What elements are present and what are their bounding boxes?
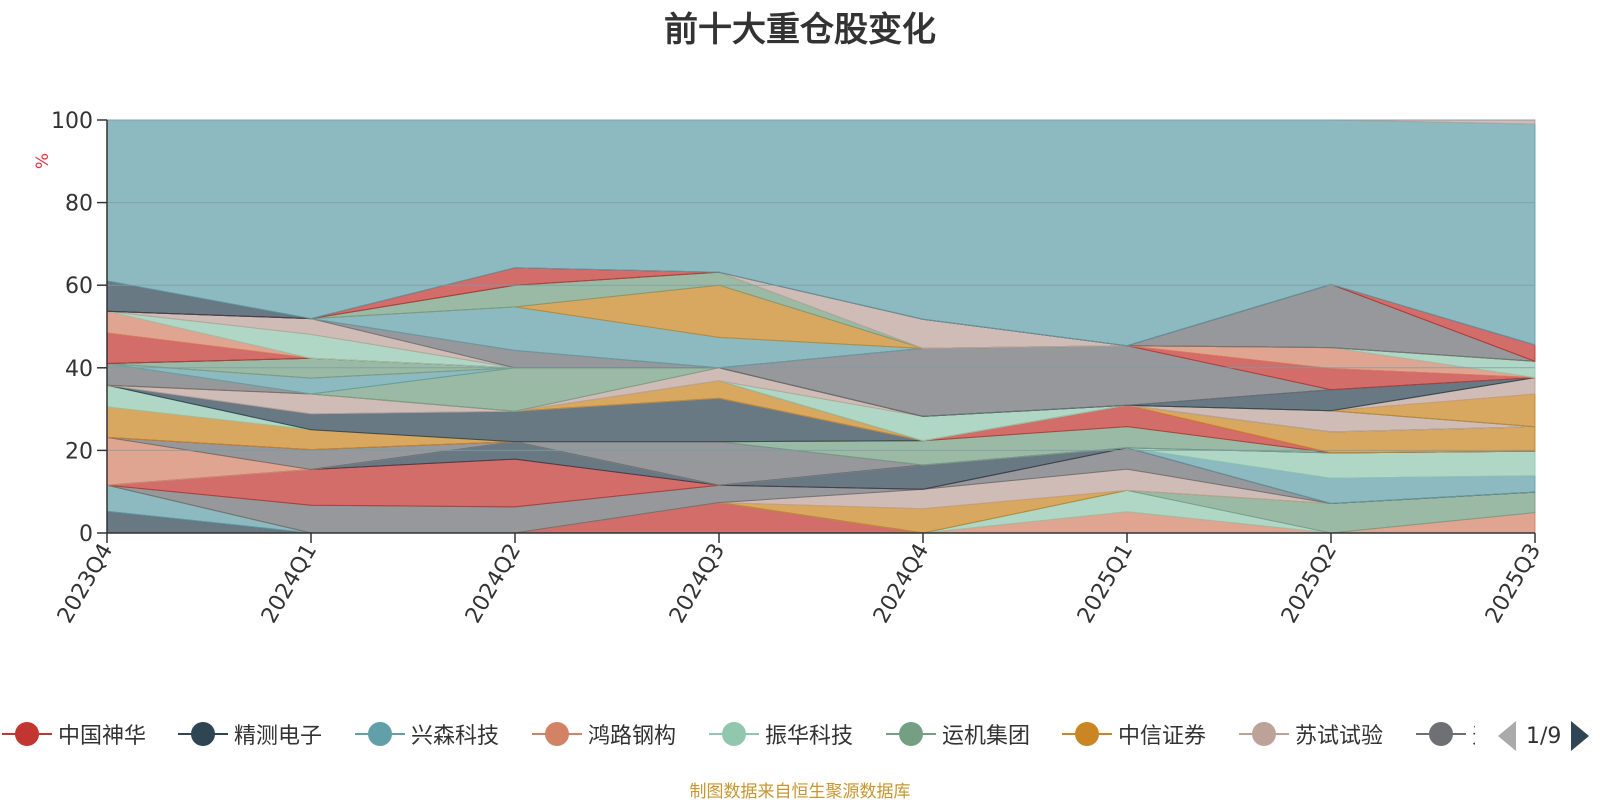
- y-tick-label-0: 0: [79, 522, 93, 547]
- legend-item-6[interactable]: 中信证券: [1062, 716, 1206, 752]
- legend-item-3[interactable]: 鸿路钢构: [532, 716, 676, 752]
- legend-label: 运机集团: [942, 724, 1031, 749]
- legend-label: 苏试试验: [1295, 724, 1384, 749]
- y-tick-label-20: 20: [65, 439, 93, 464]
- legend-item-5[interactable]: 运机集团: [886, 716, 1030, 752]
- legend-label: 鸿路钢构: [588, 724, 677, 749]
- legend-marker-icon: [2, 716, 52, 752]
- legend-label: 天: [1472, 718, 1475, 750]
- y-tick-label-60: 60: [65, 274, 93, 299]
- y-tick-label-100: 100: [51, 109, 93, 134]
- x-tick-label-2025Q2: 2025Q2: [1277, 540, 1342, 628]
- legend-next-page-icon[interactable]: [1571, 721, 1590, 751]
- grid-lines: [107, 119, 1535, 451]
- legend: 中国神华 精测电子 兴森科技 鸿路钢构 振华科技 运机集团 中信证券 苏试试验 天: [0, 716, 1600, 756]
- legend-page-indicator: 1/9: [1526, 723, 1562, 749]
- x-tick-label-2024Q3: 2024Q3: [665, 540, 730, 628]
- legend-marker-icon: [1416, 716, 1466, 752]
- legend-pager: 1/9: [1498, 718, 1590, 754]
- x-tick-label-2023Q4: 2023Q4: [53, 540, 118, 628]
- legend-item-4[interactable]: 振华科技: [709, 716, 853, 752]
- data-source-note: 制图数据来自恒生聚源数据库: [689, 782, 911, 802]
- x-tick-label-2024Q1: 2024Q1: [257, 540, 322, 628]
- legend-label: 振华科技: [765, 724, 854, 749]
- legend-marker-icon: [1062, 716, 1112, 752]
- x-tick-label-2025Q3: 2025Q3: [1481, 540, 1546, 628]
- y-tick-label-40: 40: [65, 357, 93, 382]
- legend-prev-page-icon[interactable]: [1498, 721, 1516, 751]
- x-tick-label-2024Q2: 2024Q2: [461, 540, 526, 628]
- legend-marker-icon: [532, 716, 582, 752]
- x-tick-label-2025Q1: 2025Q1: [1073, 540, 1138, 628]
- legend-viewport: 中国神华 精测电子 兴森科技 鸿路钢构 振华科技 运机集团 中信证券 苏试试验 天: [0, 716, 1475, 756]
- legend-marker-icon: [178, 716, 228, 752]
- legend-marker-icon: [355, 716, 405, 752]
- chart-title: 前十大重仓股变化: [664, 10, 936, 50]
- legend-item-1[interactable]: 精测电子: [178, 716, 322, 752]
- y-tick-label-80: 80: [65, 192, 93, 217]
- legend-marker-icon: [1239, 716, 1289, 752]
- legend-item-0[interactable]: 中国神华: [2, 716, 146, 752]
- legend-item-8[interactable]: 天: [1416, 716, 1475, 752]
- legend-item-2[interactable]: 兴森科技: [355, 716, 499, 752]
- legend-label: 精测电子: [234, 724, 323, 749]
- y-axis-label: %: [33, 153, 53, 169]
- legend-label: 中国神华: [58, 724, 147, 749]
- legend-item-7[interactable]: 苏试试验: [1239, 716, 1383, 752]
- area-series-group: [106, 119, 1536, 534]
- legend-label: 中信证券: [1118, 724, 1207, 749]
- legend-label: 兴森科技: [411, 724, 500, 749]
- legend-marker-icon: [886, 716, 936, 752]
- legend-marker-icon: [709, 716, 759, 752]
- x-tick-label-2024Q4: 2024Q4: [869, 540, 934, 628]
